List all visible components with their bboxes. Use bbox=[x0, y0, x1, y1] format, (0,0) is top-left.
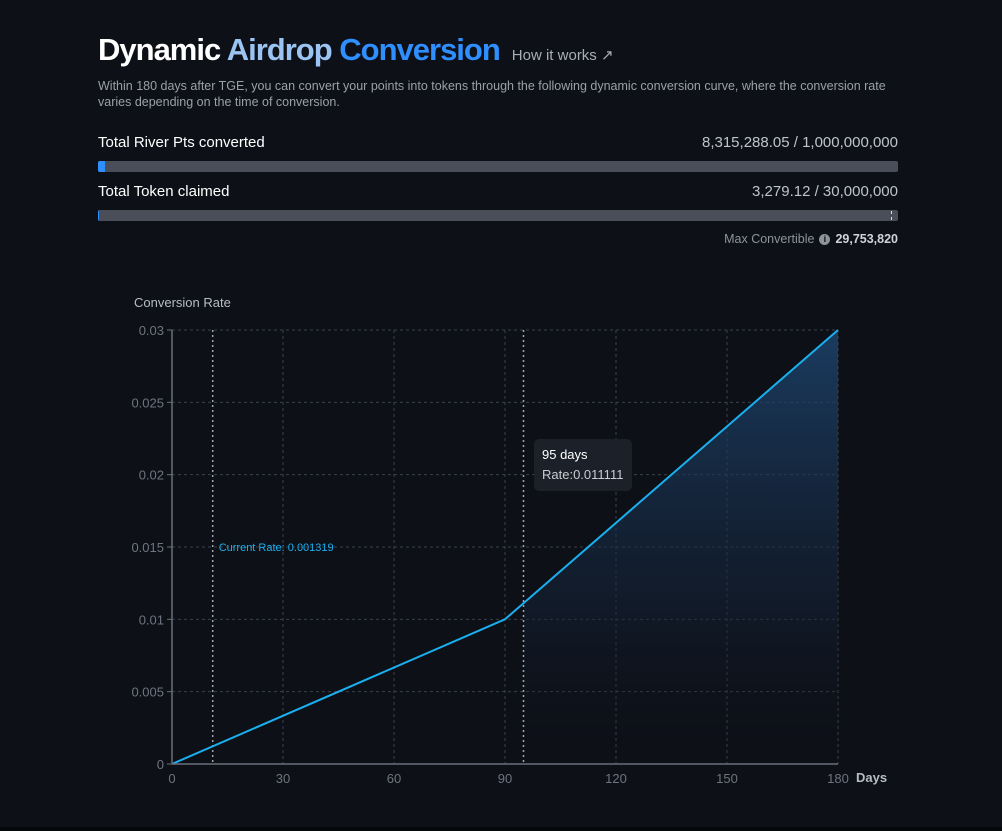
y-tick-label: 0.015 bbox=[131, 540, 164, 555]
x-tick-label: 60 bbox=[387, 771, 401, 786]
tokens-claimed-stat: Total Token claimed 3,279.12 / 30,000,00… bbox=[98, 183, 898, 221]
info-icon[interactable]: i bbox=[819, 233, 831, 245]
tokens-claimed-value: 3,279.12 / 30,000,000 bbox=[752, 183, 898, 200]
max-convertible: Max Convertible i 29,753,820 bbox=[724, 232, 898, 246]
x-tick-label: 150 bbox=[716, 771, 738, 786]
title-word-dynamic: Dynamic bbox=[98, 32, 221, 67]
points-converted-value: 8,315,288.05 / 1,000,000,000 bbox=[701, 134, 898, 151]
y-tick-label: 0.02 bbox=[139, 468, 164, 483]
points-progress-bar bbox=[98, 161, 898, 172]
y-tick-label: 0.01 bbox=[139, 612, 164, 627]
description: Within 180 days after TGE, you can conve… bbox=[98, 79, 886, 109]
y-tick-label: 0.025 bbox=[131, 395, 164, 410]
tooltip-rate: Rate:0.011111 bbox=[542, 467, 624, 482]
y-tick-label: 0.03 bbox=[139, 323, 164, 338]
max-convertible-marker bbox=[891, 211, 893, 220]
y-axis-label: Conversion Rate bbox=[134, 295, 231, 310]
title-row: Dynamic Airdrop Conversion How it works … bbox=[98, 32, 898, 68]
tokens-progress-bar bbox=[98, 210, 898, 221]
tokens-claimed-label: Total Token claimed bbox=[98, 183, 230, 200]
header: Dynamic Airdrop Conversion How it works … bbox=[98, 32, 898, 110]
x-tick-label: 30 bbox=[276, 771, 290, 786]
y-tick-label: 0.005 bbox=[131, 685, 164, 700]
x-tick-label: 120 bbox=[605, 771, 627, 786]
current-rate-label: Current Rate: 0.001319 bbox=[219, 542, 334, 554]
series-line bbox=[171, 329, 839, 765]
title-word-conversion: Conversion bbox=[339, 32, 501, 67]
x-tick-label: 180 bbox=[827, 771, 849, 786]
points-progress-fill bbox=[98, 161, 105, 172]
x-tick-label: 90 bbox=[498, 771, 512, 786]
x-axis-label: Days bbox=[856, 770, 887, 785]
title-word-airdrop: Airdrop bbox=[226, 32, 333, 67]
x-tick-label: 0 bbox=[168, 771, 175, 786]
bottom-edge bbox=[0, 827, 1002, 831]
tooltip-days: 95 days bbox=[542, 447, 588, 462]
y-tick-label: 0 bbox=[157, 757, 164, 772]
max-convertible-label: Max Convertible bbox=[724, 232, 815, 246]
chart-tooltip: 95 days Rate:0.011111 bbox=[534, 439, 632, 491]
how-it-works-link[interactable]: How it works ↗ bbox=[511, 47, 614, 64]
area-fill bbox=[523, 330, 838, 764]
max-convertible-value: 29,753,820 bbox=[835, 232, 898, 246]
points-converted-stat: Total River Pts converted 8,315,288.05 /… bbox=[98, 134, 898, 172]
points-converted-label: Total River Pts converted bbox=[98, 134, 265, 151]
page-title: Dynamic Airdrop Conversion bbox=[98, 32, 501, 68]
